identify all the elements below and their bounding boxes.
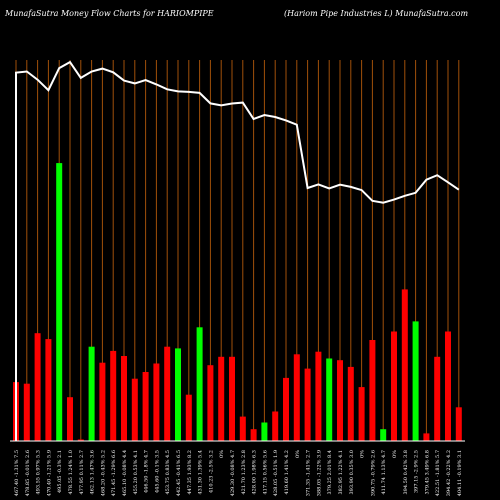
category-label: 447.35 1.93% 8.2 [187, 450, 193, 495]
money-flow-bar [207, 365, 214, 441]
money-flow-bar [88, 346, 95, 441]
money-flow-bar [218, 356, 225, 441]
money-flow-bar [77, 439, 84, 441]
money-flow-bar [380, 429, 387, 441]
category-label: 428.05 -0.51% 1.9 [273, 450, 279, 496]
money-flow-bar [34, 333, 41, 441]
money-flow-bar [45, 339, 52, 441]
category-label: 495.05 -0.3% 2.1 [57, 450, 63, 493]
category-label: 417.15 0.56% 5.6 [262, 450, 268, 495]
category-label: 388.05 -1.22% 3.9 [316, 450, 322, 496]
category-label: 379.25 2.01% 8.4 [327, 450, 333, 495]
category-label: 429.30 -0.08% 4.7 [230, 450, 236, 496]
money-flow-bar [121, 356, 127, 441]
money-flow-bar [423, 433, 430, 441]
money-flow-bar [164, 346, 171, 441]
category-label: 445.60 -0.1% 3.5 [154, 450, 160, 493]
money-flow-bar [110, 350, 117, 441]
money-flow-bar [455, 407, 462, 441]
category-label: 393.90 0.35% 3.0 [349, 450, 355, 495]
money-flow-bar [272, 411, 279, 441]
category-label: 478.85 -0.01% 2.6 [25, 450, 31, 496]
chart-subtitle: (Hariom Pipe Industries L) MunafaSutra.c… [284, 9, 468, 18]
money-flow-bar [67, 397, 73, 441]
category-label: 0% [219, 450, 225, 458]
category-label: 422.51 -1.81% 5.7 [435, 450, 441, 496]
category-label: 0% [392, 450, 398, 458]
category-label: 478.55 1.24% 1.0 [68, 450, 74, 495]
bar-layer [13, 163, 462, 441]
category-label: 471.45 -1.29% 6.6 [111, 450, 117, 496]
category-label: 442.45 -0.41% 6.5 [176, 450, 182, 496]
category-label: 477.95 0.11% 2.7 [79, 450, 85, 495]
category-label: 390.75 -0.79% 2.6 [370, 450, 376, 496]
money-flow-bar [358, 387, 365, 441]
category-label: 394.42 -0.22% 4.2 [446, 450, 452, 496]
category-label: 410.23 -2.5% 3.2 [208, 450, 214, 493]
category-label: 462.13 1.47% 3.6 [90, 450, 96, 495]
money-flow-bar [131, 378, 138, 441]
money-flow-bar [261, 422, 268, 441]
money-flow-bar [250, 429, 257, 441]
money-flow-bar [185, 394, 192, 441]
money-flow-bar [412, 321, 419, 441]
category-label: 394.50 0.42% 3.8 [403, 450, 409, 495]
money-flow-bar [401, 289, 408, 441]
money-flow-bar [337, 360, 343, 441]
category-label: 428.00 1.98% 6.3 [252, 450, 258, 495]
label-layer: 467.40 -1.31% 7.5 478.85 -0.01% 2.6 493.55… [14, 450, 463, 496]
category-label: 379.45 3.49% 6.8 [424, 450, 430, 495]
category-label: 371.35 -1.41% 2.7 [306, 450, 312, 496]
category-label: 431.30 1.39% 5.4 [198, 450, 204, 495]
money-flow-bar [293, 354, 300, 441]
money-flow-bar [153, 363, 160, 441]
money-flow-bar [23, 383, 30, 441]
category-label: 470.40 -1.21% 5.9 [46, 450, 52, 496]
money-flow-bar [391, 331, 397, 441]
money-flow-bar [315, 351, 322, 441]
money-flow-bar [445, 331, 451, 441]
category-label: 397.15 -2.9% 2.5 [414, 450, 420, 493]
money-flow-bar [196, 327, 203, 441]
money-flow-bar [229, 356, 235, 441]
money-flow-bar [239, 416, 246, 441]
money-flow-bar [56, 163, 63, 441]
money-flow-bar [142, 372, 149, 441]
category-label: 467.40 -1.31% 7.5 [14, 450, 20, 496]
money-flow-bar [175, 348, 181, 441]
category-label: 446.50 -1.8% 4.7 [144, 450, 150, 493]
category-label: 421.70 1.23% 2.8 [241, 450, 247, 495]
category-label: 404.11 -0.19% 3.1 [457, 450, 463, 496]
price-line [15, 60, 460, 441]
category-label: 468.20 -0.43% 5.2 [100, 450, 106, 496]
money-flow-bar [304, 368, 311, 441]
category-label: 382.95 1.22% 4.1 [338, 450, 344, 495]
category-label: 465.10 -0.08% 4.4 [122, 450, 128, 496]
money-flow-bar [434, 356, 441, 441]
chart-title: MunafaSutra Money Flow Charts for HARIOM… [4, 9, 214, 18]
category-label: 411.74 1.13% 4.7 [381, 450, 387, 495]
money-flow-bar [369, 340, 376, 441]
money-flow-bar [99, 362, 106, 441]
category-label: 453.75 0.83% 4.5 [165, 450, 171, 495]
category-label: 419.60 1.41% 4.2 [284, 450, 290, 495]
money-flow-bar [326, 358, 333, 441]
category-label: 455.20 0.53% 4.1 [133, 450, 139, 495]
money-flow-bar [347, 366, 354, 441]
category-label: 0% [360, 450, 366, 458]
category-label: 0% [295, 450, 301, 458]
money-flow-bar [283, 377, 289, 441]
line-layer [15, 60, 460, 441]
category-label: 493.55 0.97% 5.3 [36, 450, 42, 495]
